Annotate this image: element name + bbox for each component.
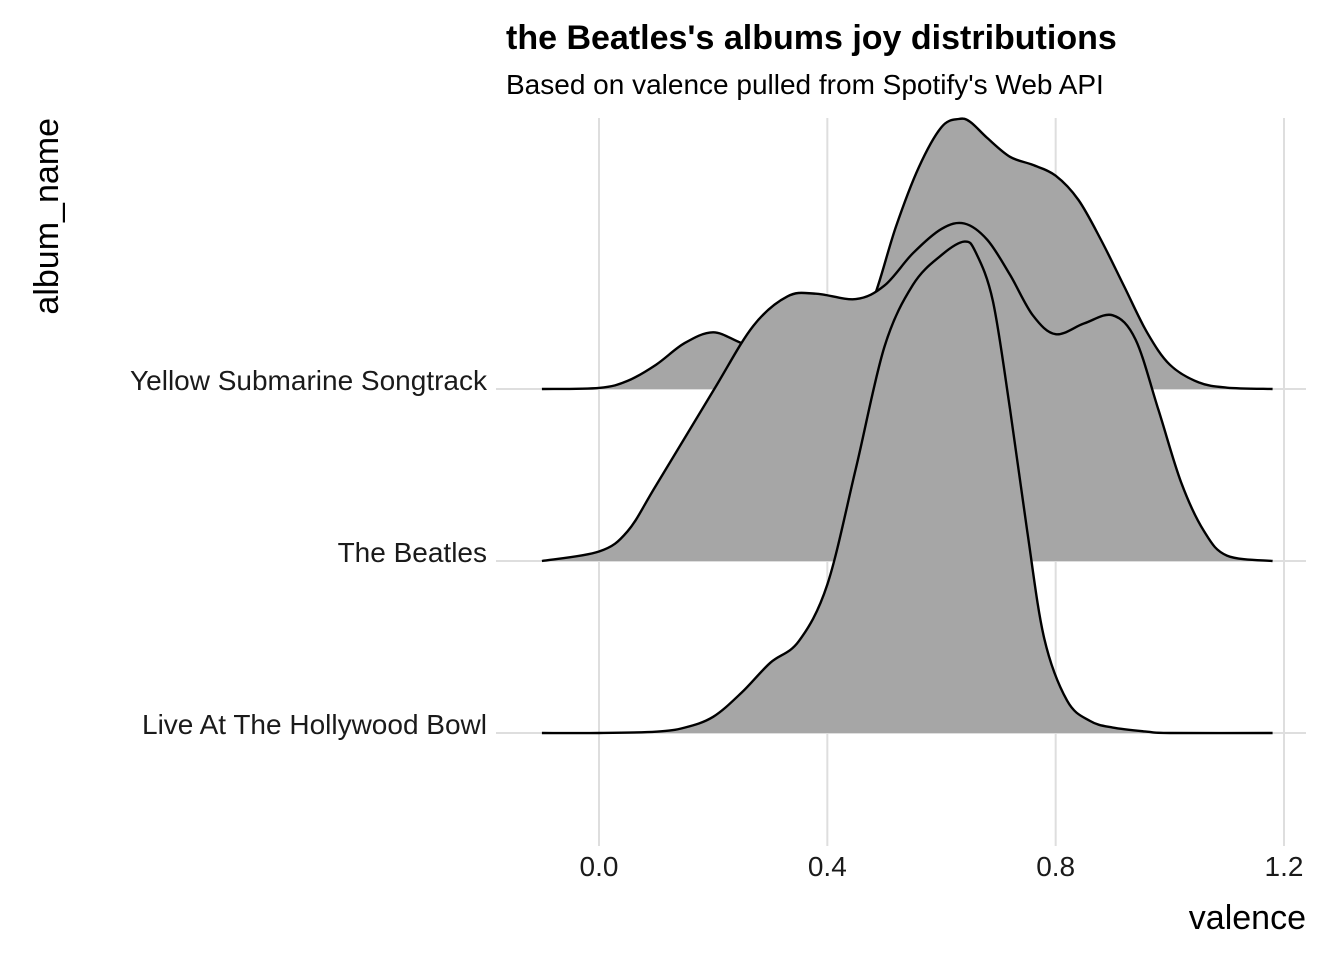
x-tick-label: 0.0 [580, 851, 619, 882]
ridge-line [541, 221, 1273, 563]
y-axis-title: album_name [28, 118, 66, 315]
ridge-line [541, 240, 1273, 735]
ridge-layer [541, 117, 1273, 735]
label-layer: 0.0 0.4 0.8 1.2 Yellow Submarine Songtrack Th… [130, 365, 1303, 882]
y-tick-label: Yellow Submarine Songtrack [130, 365, 488, 396]
chart-title: the Beatles's albums joy distributions [506, 19, 1117, 57]
x-axis-title: valence [1189, 899, 1306, 937]
ridge-area [541, 241, 1273, 734]
x-tick-label: 0.4 [808, 851, 847, 882]
y-tick-label: Live At The Hollywood Bowl [142, 709, 487, 740]
y-tick-label: The Beatles [338, 537, 487, 568]
x-tick-label: 1.2 [1265, 851, 1304, 882]
chart-subtitle: Based on valence pulled from Spotify's W… [506, 69, 1104, 100]
ridge-line [541, 117, 1273, 391]
x-tick-label: 0.8 [1036, 851, 1075, 882]
